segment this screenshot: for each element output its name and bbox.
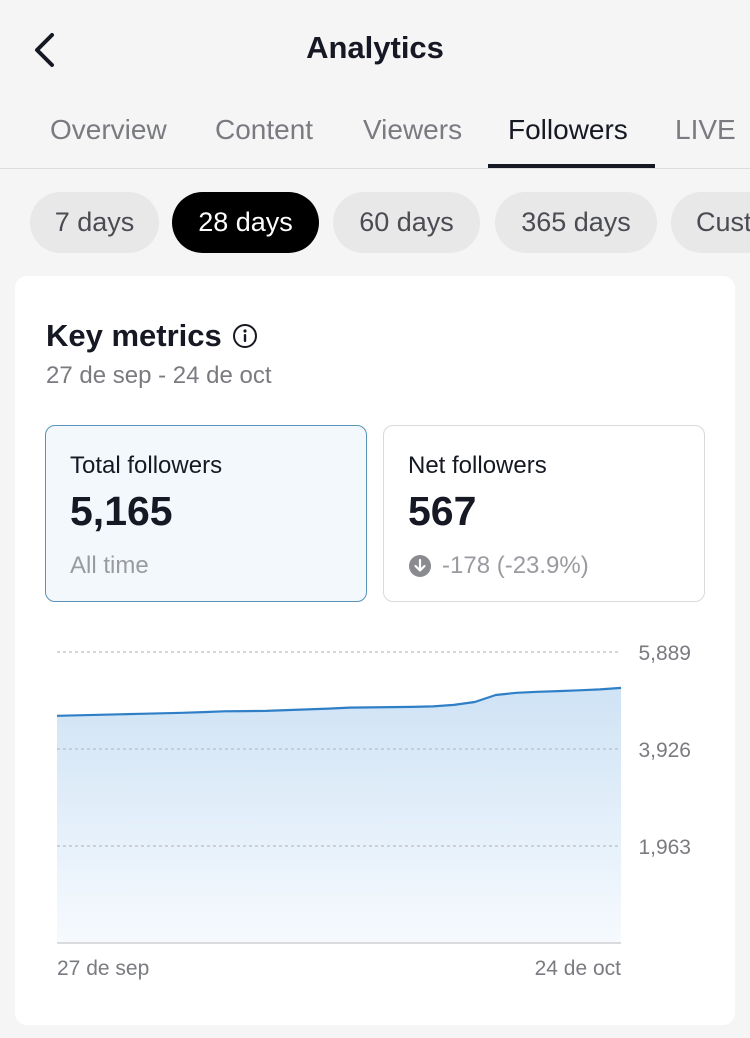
key-metrics-card: Key metrics 27 de sep - 24 de oct Total … [15,276,735,1025]
x-tick-label-end: 24 de oct [535,957,622,980]
range-custom[interactable]: Custom [671,192,750,253]
range-365-days[interactable]: 365 days [495,192,657,253]
range-60-days[interactable]: 60 days [333,192,480,253]
total-followers-value: 5,165 [70,488,173,534]
active-tab-indicator [488,164,655,168]
header: Analytics [0,0,750,100]
total-followers-card[interactable]: Total followers 5,165 All time [45,425,367,602]
key-metrics-heading: Key metrics [46,318,258,354]
tab-content[interactable]: Content [215,114,314,145]
date-range-label: 27 de sep - 24 de oct [46,362,272,389]
key-metrics-title: Key metrics [46,318,222,353]
area-fill [57,687,621,943]
y-tick-label: 5,889 [638,642,691,665]
net-followers-change: -178 (-23.9%) [408,552,589,580]
y-tick-label: 1,963 [638,836,691,859]
x-tick-label-start: 27 de sep [57,957,149,980]
arrow-down-circle-icon [408,554,432,578]
tab-bar: Overview Content Viewers Followers LIVE [0,100,750,169]
total-followers-sub: All time [70,552,149,579]
net-followers-label: Net followers [408,452,547,479]
y-tick-label: 3,926 [638,739,691,762]
net-followers-value: 567 [408,488,477,534]
range-7-days[interactable]: 7 days [30,192,159,253]
chevron-left-icon [35,33,54,67]
tab-viewers[interactable]: Viewers [363,114,463,145]
net-followers-card[interactable]: Net followers 567 -178 (-23.9%) [383,425,705,602]
back-button[interactable] [24,28,64,72]
series-line [56,686,622,717]
tab-followers[interactable]: Followers [508,114,628,145]
tab-live[interactable]: LIVE [675,114,736,145]
range-28-days[interactable]: 28 days [172,192,319,253]
tab-overview[interactable]: Overview [50,114,167,145]
info-icon[interactable] [232,323,258,349]
followers-chart-svg: 5,889 3,926 1,963 27 de sep 24 de oct [56,642,691,980]
net-followers-change-text: -178 (-23.9%) [442,552,589,579]
page-title: Analytics [306,30,444,65]
followers-chart: 5,889 3,926 1,963 27 de sep 24 de oct [15,626,735,996]
date-range-selector: 7 days 28 days 60 days 365 days Custom [0,192,750,254]
total-followers-label: Total followers [70,452,223,479]
